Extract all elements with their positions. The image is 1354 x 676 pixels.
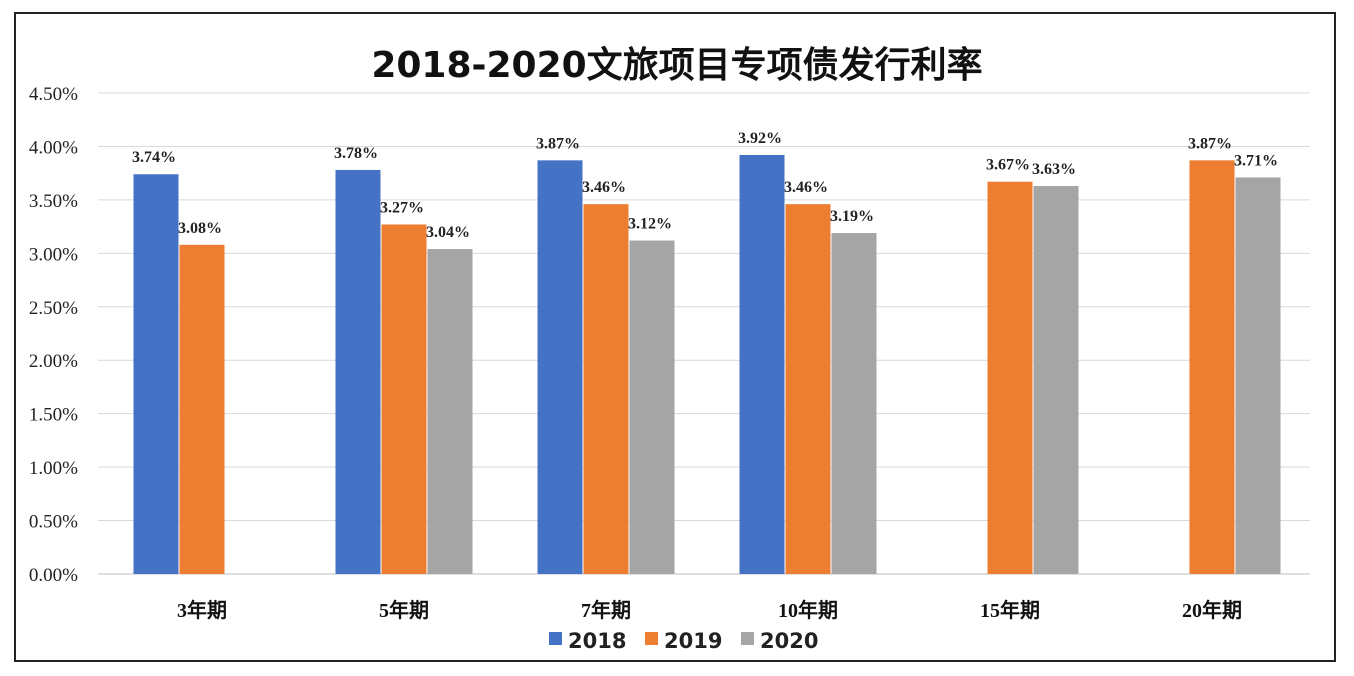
bar-2018 xyxy=(133,174,179,575)
data-label: 3.92% xyxy=(738,130,782,147)
bar-2020 xyxy=(427,249,473,574)
chart-frame xyxy=(14,12,1336,662)
bar-2020 xyxy=(1033,185,1079,574)
legend-label: 2018 xyxy=(568,629,626,653)
data-label: 3.71% xyxy=(1234,152,1278,169)
bar-2020 xyxy=(1235,177,1281,575)
legend-label: 2019 xyxy=(664,629,722,653)
data-label: 3.78% xyxy=(334,145,378,162)
x-tick-label: 3年期 xyxy=(177,598,227,622)
x-tick-label: 15年期 xyxy=(980,598,1040,622)
bar-2018 xyxy=(739,154,785,575)
y-axis: 0.00% 0.50% 1.00% 1.50% 2.00% 2.50% 3.00% 3.50%… xyxy=(29,84,78,586)
chart-title: 2018-2020文旅项目专项债发行利率 xyxy=(371,45,983,86)
y-tick-label: 3.50% xyxy=(29,191,78,212)
x-tick-label: 10年期 xyxy=(778,598,838,622)
data-label: 3.46% xyxy=(582,179,626,196)
legend-swatch xyxy=(549,632,562,645)
gridlines xyxy=(98,92,1310,575)
data-label: 3.87% xyxy=(1188,135,1232,152)
data-label: 3.08% xyxy=(178,220,222,237)
data-label: 3.12% xyxy=(628,216,672,233)
bars xyxy=(133,154,1281,575)
bar-2019 xyxy=(179,244,225,574)
bar-2019 xyxy=(583,204,629,575)
x-tick-label: 20年期 xyxy=(1182,598,1242,622)
y-tick-label: 0.50% xyxy=(29,512,78,533)
x-tick-label: 5年期 xyxy=(379,598,429,622)
data-label: 3.19% xyxy=(830,208,874,225)
legend: 2018 2019 2020 xyxy=(549,629,818,653)
legend-swatch xyxy=(645,632,658,645)
y-tick-label: 4.00% xyxy=(29,137,78,158)
bar-2019 xyxy=(1189,160,1235,574)
data-labels: 3.74% 3.08% 3.78% 3.27%3.04% 3.87% 3.46% 3.12%… xyxy=(132,130,1278,241)
y-tick-label: 1.50% xyxy=(29,405,78,426)
data-label: 3.04% xyxy=(426,224,470,241)
data-label: 3.74% xyxy=(132,149,176,166)
x-axis: 3年期 5年期 7年期 10年期 15年期 20年期 xyxy=(177,598,1242,622)
y-tick-label: 2.00% xyxy=(29,351,78,372)
legend-swatch xyxy=(741,632,754,645)
data-label: 3.63% xyxy=(1032,161,1076,178)
bar-2020 xyxy=(629,240,675,575)
bar-2018 xyxy=(335,169,381,574)
bar-2020 xyxy=(831,233,877,574)
data-label: 3.67% xyxy=(986,157,1030,174)
y-tick-label: 3.00% xyxy=(29,244,78,265)
bar-2019 xyxy=(381,224,427,574)
data-label: 3.27% xyxy=(380,199,424,216)
data-label: 3.46% xyxy=(784,179,828,196)
legend-label: 2020 xyxy=(760,629,818,653)
data-label: 3.87% xyxy=(536,135,580,152)
bar-2019 xyxy=(785,204,831,575)
y-tick-label: 0.00% xyxy=(29,565,78,586)
bar-2018 xyxy=(537,160,583,574)
x-tick-label: 7年期 xyxy=(581,598,631,622)
y-tick-label: 2.50% xyxy=(29,298,78,319)
bar-2019 xyxy=(987,181,1033,574)
y-tick-label: 1.00% xyxy=(29,458,78,479)
y-tick-label: 4.50% xyxy=(29,84,78,105)
